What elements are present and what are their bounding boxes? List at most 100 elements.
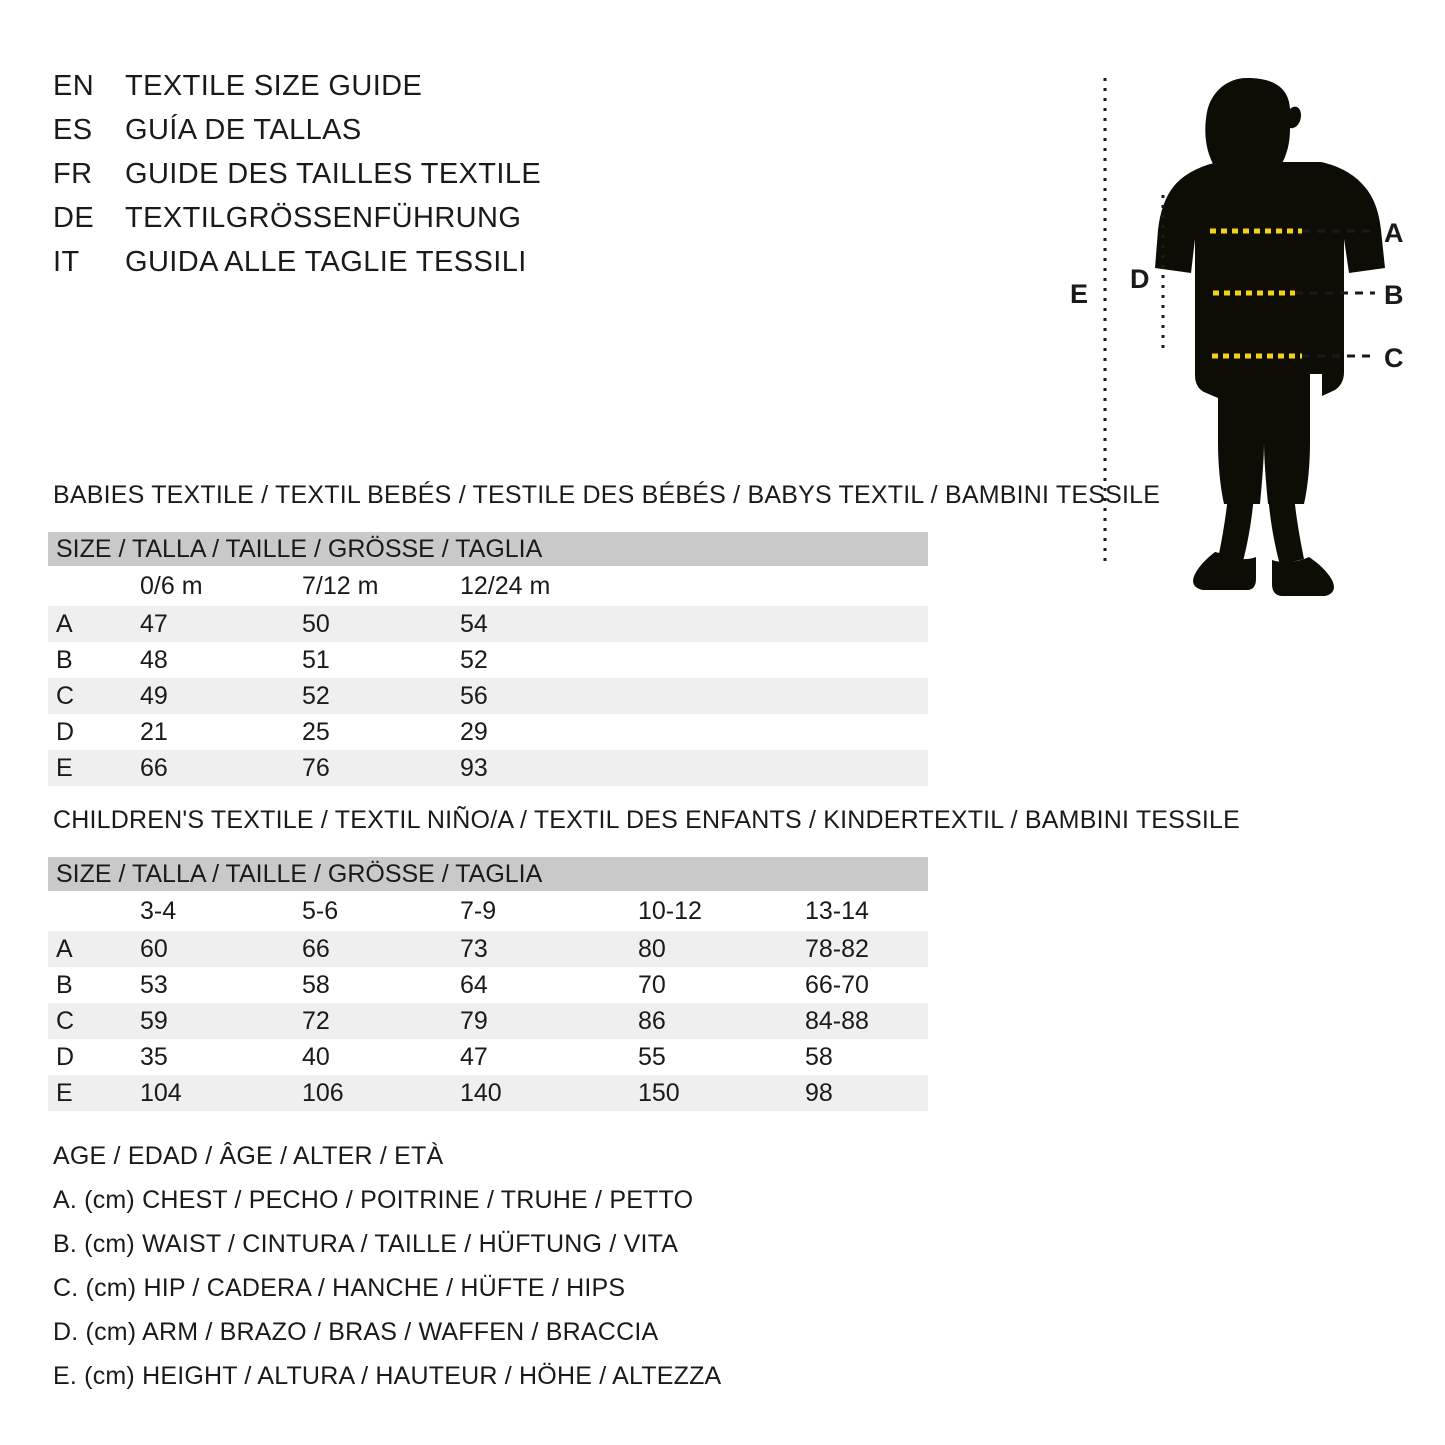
dimension-label-c: C [1384,343,1404,373]
legend-row-age: AGE / EDAD / ÂGE / ALTER / ETÀ [53,1142,444,1170]
language-row-de: DE TEXTILGRÖSSENFÜHRUNG [53,202,673,246]
language-code-es: ES [53,114,93,146]
babies-size-band: SIZE / TALLA / TAILLE / GRÖSSE / TAGLIA [48,532,928,566]
children-cell-e-3: 150 [638,1078,680,1107]
babies-cell-a-1: 50 [302,609,330,638]
babies-row-label-c: C [56,681,75,710]
children-cell-e-0: 104 [140,1078,182,1107]
language-row-it: IT GUIDA ALLE TAGLIE TESSILI [53,246,673,290]
dimension-label-e: E [1070,279,1089,309]
children-cell-e-1: 106 [302,1078,344,1107]
children-size-table: SIZE / TALLA / TAILLE / GRÖSSE / TAGLIA … [48,857,928,1111]
table-row: D 35 40 47 55 58 [48,1039,928,1075]
children-section-heading: CHILDREN'S TEXTILE / TEXTIL NIÑO/A / TEX… [53,806,1241,834]
children-column-header-4: 13-14 [805,896,869,925]
babies-cell-d-1: 25 [302,717,330,746]
table-row: B 48 51 52 [48,642,928,678]
legend-row-waist: B. (cm) WAIST / CINTURA / TAILLE / HÜFTU… [53,1230,679,1258]
dimension-label-b: B [1384,280,1404,310]
babies-row-label-b: B [56,645,73,674]
children-cell-c-3: 86 [638,1006,666,1035]
children-row-label-d: D [56,1042,75,1071]
children-column-header-0: 3-4 [140,896,177,925]
babies-cell-a-0: 47 [140,609,168,638]
babies-column-header-row: 0/6 m 7/12 m 12/24 m [48,566,928,606]
language-row-en: EN TEXTILE SIZE GUIDE [53,70,673,114]
children-cell-b-2: 64 [460,970,488,999]
children-cell-d-2: 47 [460,1042,488,1071]
language-title-it: GUIDA ALLE TAGLIE TESSILI [125,246,527,278]
children-cell-d-0: 35 [140,1042,168,1071]
babies-size-band-label: SIZE / TALLA / TAILLE / GRÖSSE / TAGLIA [56,534,543,563]
children-cell-d-4: 58 [805,1042,833,1071]
table-row: E 104 106 140 150 98 [48,1075,928,1111]
children-size-band-label: SIZE / TALLA / TAILLE / GRÖSSE / TAGLIA [56,859,543,888]
language-row-fr: FR GUIDE DES TAILLES TEXTILE [53,158,673,202]
language-title-de: TEXTILGRÖSSENFÜHRUNG [125,202,522,234]
children-column-header-row: 3-4 5-6 7-9 10-12 13-14 [48,891,928,931]
babies-column-header-0: 0/6 m [140,571,203,600]
children-column-header-1: 5-6 [302,896,339,925]
children-cell-b-1: 58 [302,970,330,999]
babies-cell-b-1: 51 [302,645,330,674]
babies-column-header-1: 7/12 m [302,571,379,600]
babies-row-label-e: E [56,753,73,782]
children-cell-a-4: 78-82 [805,934,869,963]
child-silhouette-diagram [1103,78,1385,596]
babies-cell-e-2: 93 [460,753,488,782]
table-row: A 60 66 73 80 78-82 [48,931,928,967]
babies-cell-c-2: 56 [460,681,488,710]
children-row-label-b: B [56,970,73,999]
dimension-label-a: A [1384,218,1404,248]
babies-section-heading: BABIES TEXTILE / TEXTIL BEBÉS / TESTILE … [53,481,1161,509]
legend-row-height: E. (cm) HEIGHT / ALTURA / HAUTEUR / HÖHE… [53,1362,722,1390]
language-code-it: IT [53,246,80,278]
table-row: E 66 76 93 [48,750,928,786]
children-cell-a-1: 66 [302,934,330,963]
children-cell-b-0: 53 [140,970,168,999]
babies-cell-e-1: 76 [302,753,330,782]
measurement-diagram: E D A B C [1050,40,1445,600]
table-row: B 53 58 64 70 66-70 [48,967,928,1003]
measurement-legend: AGE / EDAD / ÂGE / ALTER / ETÀ A. (cm) C… [53,1142,753,1406]
children-cell-c-1: 72 [302,1006,330,1035]
table-row: A 47 50 54 [48,606,928,642]
language-title-en: TEXTILE SIZE GUIDE [125,70,423,102]
children-column-header-3: 10-12 [638,896,702,925]
children-cell-b-4: 66-70 [805,970,869,999]
babies-cell-a-2: 54 [460,609,488,638]
babies-cell-d-0: 21 [140,717,168,746]
babies-row-label-a: A [56,609,73,638]
table-row: C 49 52 56 [48,678,928,714]
babies-cell-e-0: 66 [140,753,168,782]
children-cell-a-2: 73 [460,934,488,963]
children-cell-d-3: 55 [638,1042,666,1071]
legend-row-hip: C. (cm) HIP / CADERA / HANCHE / HÜFTE / … [53,1274,626,1302]
babies-size-table: SIZE / TALLA / TAILLE / GRÖSSE / TAGLIA … [48,532,928,786]
children-column-header-2: 7-9 [460,896,497,925]
language-code-fr: FR [53,158,93,190]
children-cell-e-4: 98 [805,1078,833,1107]
legend-row-chest: A. (cm) CHEST / PECHO / POITRINE / TRUHE… [53,1186,694,1214]
language-code-en: EN [53,70,95,102]
children-cell-c-2: 79 [460,1006,488,1035]
babies-row-label-d: D [56,717,75,746]
table-row: C 59 72 79 86 84-88 [48,1003,928,1039]
babies-column-header-2: 12/24 m [460,571,551,600]
language-title-fr: GUIDE DES TAILLES TEXTILE [125,158,542,190]
babies-cell-c-0: 49 [140,681,168,710]
children-cell-b-3: 70 [638,970,666,999]
babies-cell-b-2: 52 [460,645,488,674]
children-cell-d-1: 40 [302,1042,330,1071]
legend-row-arm: D. (cm) ARM / BRAZO / BRAS / WAFFEN / BR… [53,1318,659,1346]
children-cell-c-0: 59 [140,1006,168,1035]
children-size-band: SIZE / TALLA / TAILLE / GRÖSSE / TAGLIA [48,857,928,891]
children-row-label-e: E [56,1078,73,1107]
babies-cell-b-0: 48 [140,645,168,674]
children-cell-a-3: 80 [638,934,666,963]
children-cell-e-2: 140 [460,1078,502,1107]
language-title-es: GUÍA DE TALLAS [125,114,362,146]
language-code-de: DE [53,202,95,234]
table-row: D 21 25 29 [48,714,928,750]
language-row-es: ES GUÍA DE TALLAS [53,114,673,158]
